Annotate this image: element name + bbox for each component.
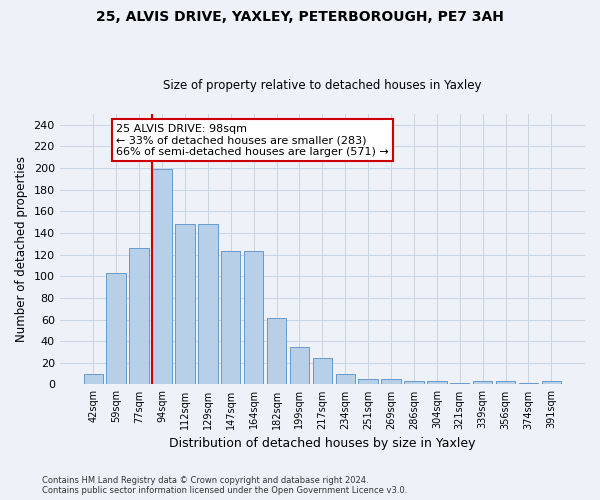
Text: Contains HM Land Registry data © Crown copyright and database right 2024.
Contai: Contains HM Land Registry data © Crown c… xyxy=(42,476,407,495)
Bar xyxy=(473,381,493,384)
Text: 25, ALVIS DRIVE, YAXLEY, PETERBOROUGH, PE7 3AH: 25, ALVIS DRIVE, YAXLEY, PETERBOROUGH, P… xyxy=(96,10,504,24)
Bar xyxy=(83,374,103,384)
Bar xyxy=(267,318,286,384)
Bar xyxy=(221,252,241,384)
Bar xyxy=(130,248,149,384)
Bar xyxy=(335,374,355,384)
Bar xyxy=(290,346,309,385)
Bar xyxy=(358,379,378,384)
Bar xyxy=(175,224,194,384)
Y-axis label: Number of detached properties: Number of detached properties xyxy=(15,156,28,342)
Bar xyxy=(382,379,401,384)
Bar xyxy=(244,252,263,384)
Bar xyxy=(106,273,126,384)
Bar xyxy=(313,358,332,384)
Bar xyxy=(496,381,515,384)
Text: 25 ALVIS DRIVE: 98sqm
← 33% of detached houses are smaller (283)
66% of semi-det: 25 ALVIS DRIVE: 98sqm ← 33% of detached … xyxy=(116,124,389,157)
Bar xyxy=(152,169,172,384)
X-axis label: Distribution of detached houses by size in Yaxley: Distribution of detached houses by size … xyxy=(169,437,476,450)
Bar xyxy=(542,381,561,384)
Bar xyxy=(198,224,218,384)
Bar xyxy=(404,381,424,384)
Title: Size of property relative to detached houses in Yaxley: Size of property relative to detached ho… xyxy=(163,79,482,92)
Bar xyxy=(427,381,446,384)
